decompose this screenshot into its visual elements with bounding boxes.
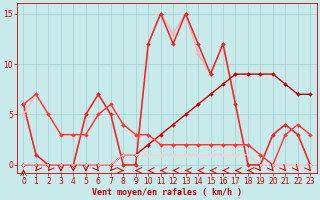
- X-axis label: Vent moyen/en rafales ( km/h ): Vent moyen/en rafales ( km/h ): [92, 188, 242, 197]
